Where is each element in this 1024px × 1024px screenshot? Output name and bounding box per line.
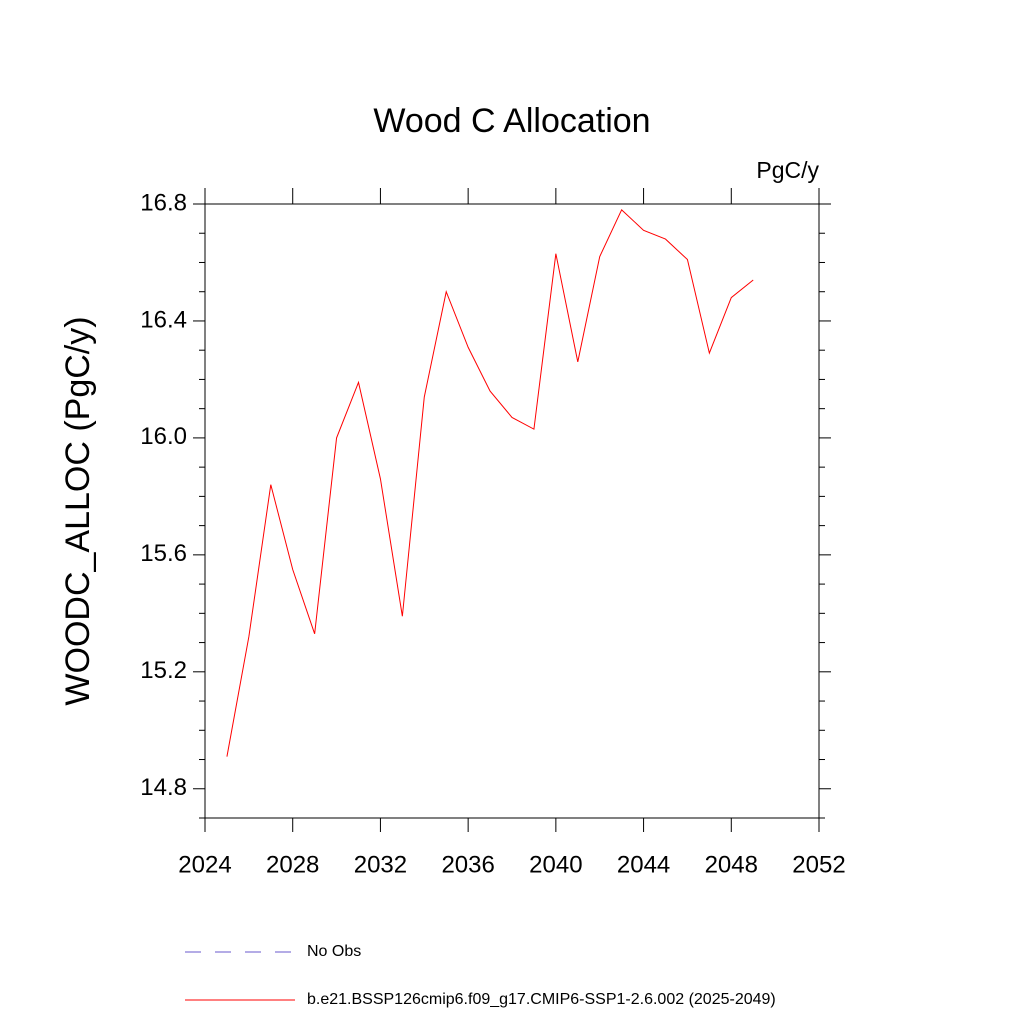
units-label: PgC/y [756, 157, 819, 183]
legend-label: No Obs [307, 943, 361, 960]
x-tick-label: 2024 [178, 851, 231, 878]
y-tick-label: 16.4 [140, 306, 187, 333]
y-tick-label: 14.8 [140, 774, 187, 801]
x-tick-label: 2044 [617, 851, 670, 878]
y-tick-label: 15.6 [140, 540, 187, 567]
y-tick-label: 16.8 [140, 189, 187, 216]
x-tick-label: 2048 [705, 851, 758, 878]
x-tick-label: 2032 [354, 851, 407, 878]
chart-title: Wood C Allocation [373, 102, 650, 140]
plot-frame [204, 203, 820, 819]
y-tick-label: 15.2 [140, 657, 187, 684]
x-tick-label: 2036 [441, 851, 494, 878]
legend-label: b.e21.BSSP126cmip6.f09_g17.CMIP6-SSP1-2.… [307, 991, 776, 1008]
data-line [226, 209, 754, 757]
x-tick-label: 2040 [529, 851, 582, 878]
y-tick-label: 16.0 [140, 423, 187, 450]
x-tick-label: 2052 [792, 851, 845, 878]
y-axis-label: WOODC_ALLOC (PgC/y) [59, 316, 97, 705]
x-tick-label: 2028 [266, 851, 319, 878]
